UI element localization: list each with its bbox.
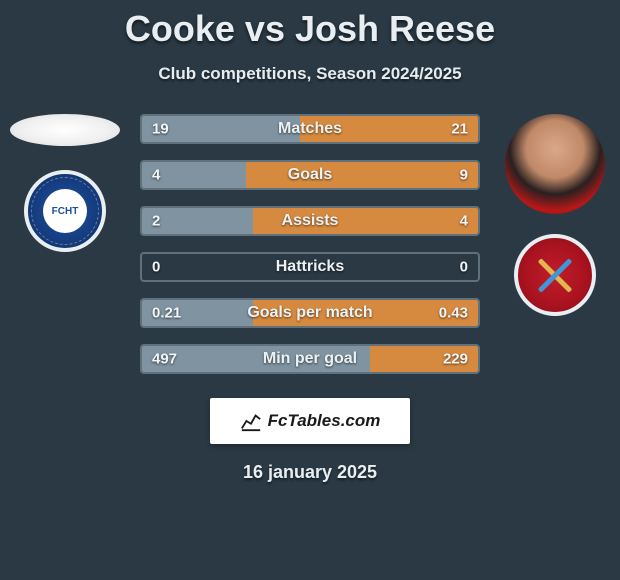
date-label: 16 january 2025: [0, 462, 620, 483]
stat-row: 49Goals: [140, 160, 480, 190]
stat-right-fill: [300, 116, 478, 142]
player-right-avatar: [505, 114, 605, 214]
watermark-chart-icon: [240, 410, 262, 432]
stat-left-fill: [142, 346, 370, 372]
stat-label: Hattricks: [142, 258, 478, 276]
club-left-badge: FCHT: [24, 170, 106, 252]
watermark-text: FcTables.com: [268, 411, 381, 431]
stat-row: 1921Matches: [140, 114, 480, 144]
watermark: FcTables.com: [210, 398, 410, 444]
stats-bars: 1921Matches 49Goals 24Assists 0 0Hattricks 0.…: [140, 114, 480, 374]
stat-right-fill: [370, 346, 478, 372]
player-left-avatar-placeholder: [10, 114, 120, 146]
comparison-panel: FCHT 1921Matches 49Goals 24Assists 0 0Hattri…: [0, 114, 620, 374]
stat-right-fill: [253, 300, 478, 326]
left-player-column: FCHT: [10, 114, 120, 252]
stat-row: 0 0Hattricks: [140, 252, 480, 282]
stat-right-fill: [246, 162, 478, 188]
club-right-badge: [514, 234, 596, 316]
stat-left-fill: [142, 116, 300, 142]
stat-left-fill: [142, 162, 246, 188]
page-title: Cooke vs Josh Reese: [0, 0, 620, 50]
club-right-badge-cross-icon: [535, 255, 575, 295]
page-subtitle: Club competitions, Season 2024/2025: [0, 64, 620, 84]
right-player-column: [500, 114, 610, 316]
stat-right-fill: [253, 208, 478, 234]
stat-left-fill: [142, 208, 253, 234]
stat-row: 0.210.43Goals per match: [140, 298, 480, 328]
stat-row: 24Assists: [140, 206, 480, 236]
stat-left-value: 0: [152, 259, 160, 276]
club-left-badge-text: FCHT: [43, 189, 87, 233]
stat-left-fill: [142, 300, 253, 326]
stat-right-value: 0: [460, 259, 468, 276]
stat-row: 497229Min per goal: [140, 344, 480, 374]
